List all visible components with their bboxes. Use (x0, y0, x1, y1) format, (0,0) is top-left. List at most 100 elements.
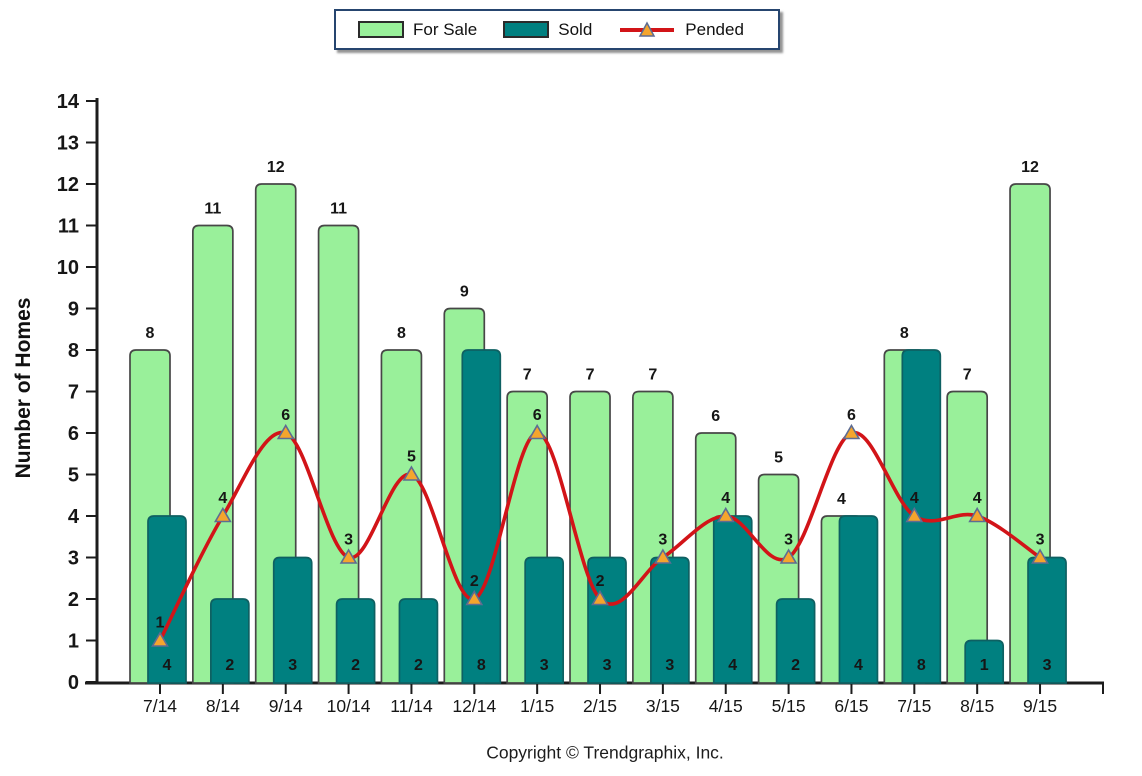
sold-bar (587, 556, 627, 684)
copyright-text: Copyright © Trendgraphix, Inc. (486, 742, 724, 763)
for-sale-value-label: 5 (774, 450, 783, 467)
pended-value-label: 3 (344, 532, 353, 549)
pended-marker-icon (528, 423, 547, 440)
sold-value-label: 2 (791, 657, 800, 674)
sold-value-label: 4 (854, 657, 863, 674)
sold-value-label: 2 (414, 657, 423, 674)
for-sale-value-label: 4 (837, 491, 846, 508)
pended-value-label: 6 (847, 407, 856, 424)
sold-value-label: 1 (980, 657, 989, 674)
pended-marker-icon (968, 506, 987, 523)
y-tick-label: 5 (68, 465, 79, 487)
y-tick-label: 0 (68, 672, 79, 694)
y-tick-label: 3 (68, 548, 79, 570)
sold-value-label: 8 (917, 657, 926, 674)
x-tick-label: 7/14 (143, 696, 177, 716)
pended-marker-icon (591, 589, 609, 606)
pended-marker-icon (402, 465, 421, 481)
x-tick-label: 10/14 (327, 696, 371, 716)
for-sale-value-label: 9 (460, 284, 469, 301)
sold-swatch-icon (503, 21, 550, 38)
x-tick-label: 9/15 (1023, 696, 1057, 716)
pended-marker-icon (653, 548, 672, 564)
sold-bar (964, 639, 1005, 684)
for-sale-value-label: 8 (397, 325, 406, 342)
sold-bar (524, 556, 565, 684)
for-sale-value-label: 7 (963, 367, 972, 384)
pended-line (158, 430, 1042, 643)
y-tick-label: 9 (68, 299, 79, 321)
pended-value-label: 4 (218, 490, 227, 507)
for-sale-value-label: 12 (1021, 159, 1039, 176)
x-tick-label: 3/15 (646, 696, 680, 716)
sold-bar (838, 515, 879, 684)
y-tick-label: 10 (57, 257, 79, 279)
x-tick-label: 5/15 (772, 696, 806, 716)
pended-value-label: 6 (281, 407, 290, 424)
pended-marker-icon (213, 506, 232, 523)
pended-value-label: 6 (533, 407, 542, 424)
sold-bar (272, 556, 313, 684)
pended-marker-icon (151, 631, 169, 647)
y-tick-label: 2 (68, 589, 79, 611)
for-sale-value-label: 7 (523, 367, 532, 384)
x-tick-label: 8/15 (960, 696, 994, 716)
sold-value-label: 3 (1043, 657, 1052, 674)
pended-value-label: 1 (156, 615, 165, 632)
legend-items: For Sale Sold Pended (336, 11, 778, 48)
sold-value-label: 3 (540, 657, 549, 674)
pended-value-label: 4 (973, 490, 982, 507)
for-sale-value-label: 8 (900, 325, 909, 342)
x-tick-label: 1/15 (520, 696, 554, 716)
for-sale-bar (317, 224, 360, 684)
legend-label-sold: Sold (558, 19, 593, 39)
y-tick-label: 11 (58, 216, 79, 238)
y-tick-label: 13 (57, 133, 79, 155)
pended-line-swatch-icon (620, 20, 675, 37)
for-sale-value-label: 8 (146, 325, 155, 342)
sold-bar (650, 556, 690, 684)
for-sale-value-label: 12 (267, 159, 285, 176)
x-tick-label: 7/15 (897, 696, 931, 716)
x-tick-label: 11/14 (390, 696, 433, 716)
x-tick-label: 12/14 (452, 696, 496, 716)
pended-value-label: 4 (910, 490, 919, 507)
sold-bar (1027, 556, 1067, 684)
for-sale-value-label: 11 (204, 201, 221, 218)
for-sale-bar (946, 390, 989, 684)
x-tick-label: 6/15 (834, 696, 868, 716)
sold-value-label: 2 (225, 657, 234, 674)
for-sale-swatch-icon (358, 21, 404, 38)
sold-bar (775, 598, 816, 684)
legend-label-pended: Pended (685, 19, 744, 39)
sold-bar (210, 598, 250, 684)
pended-value-label: 2 (470, 573, 479, 590)
pended-marker-icon (779, 548, 798, 564)
y-tick-label: 12 (57, 174, 79, 196)
sold-value-label: 3 (603, 657, 612, 674)
x-tick-label: 2/15 (583, 696, 617, 716)
sold-value-label: 2 (351, 657, 360, 674)
for-sale-value-label: 7 (648, 367, 657, 384)
sold-value-label: 4 (163, 657, 172, 674)
x-tick-label: 4/15 (709, 696, 743, 716)
pended-value-label: 4 (721, 490, 730, 507)
for-sale-value-label: 11 (330, 201, 347, 218)
sold-bar (901, 349, 942, 684)
y-tick-label: 6 (68, 423, 79, 445)
sold-bar (398, 598, 439, 684)
pended-value-label: 3 (658, 532, 667, 549)
pended-marker-icon (716, 506, 735, 523)
y-tick-label: 14 (57, 91, 80, 113)
pended-value-label: 3 (1036, 532, 1045, 549)
sold-value-label: 3 (288, 657, 297, 674)
sold-value-label: 4 (728, 657, 737, 674)
pended-value-label: 5 (407, 449, 416, 466)
pended-marker-icon (1031, 548, 1049, 564)
for-sale-value-label: 7 (586, 367, 595, 384)
pended-value-label: 2 (596, 573, 605, 590)
sold-value-label: 3 (665, 657, 674, 674)
for-sale-value-label: 6 (711, 408, 720, 425)
legend-label-for-sale: For Sale (413, 19, 478, 39)
